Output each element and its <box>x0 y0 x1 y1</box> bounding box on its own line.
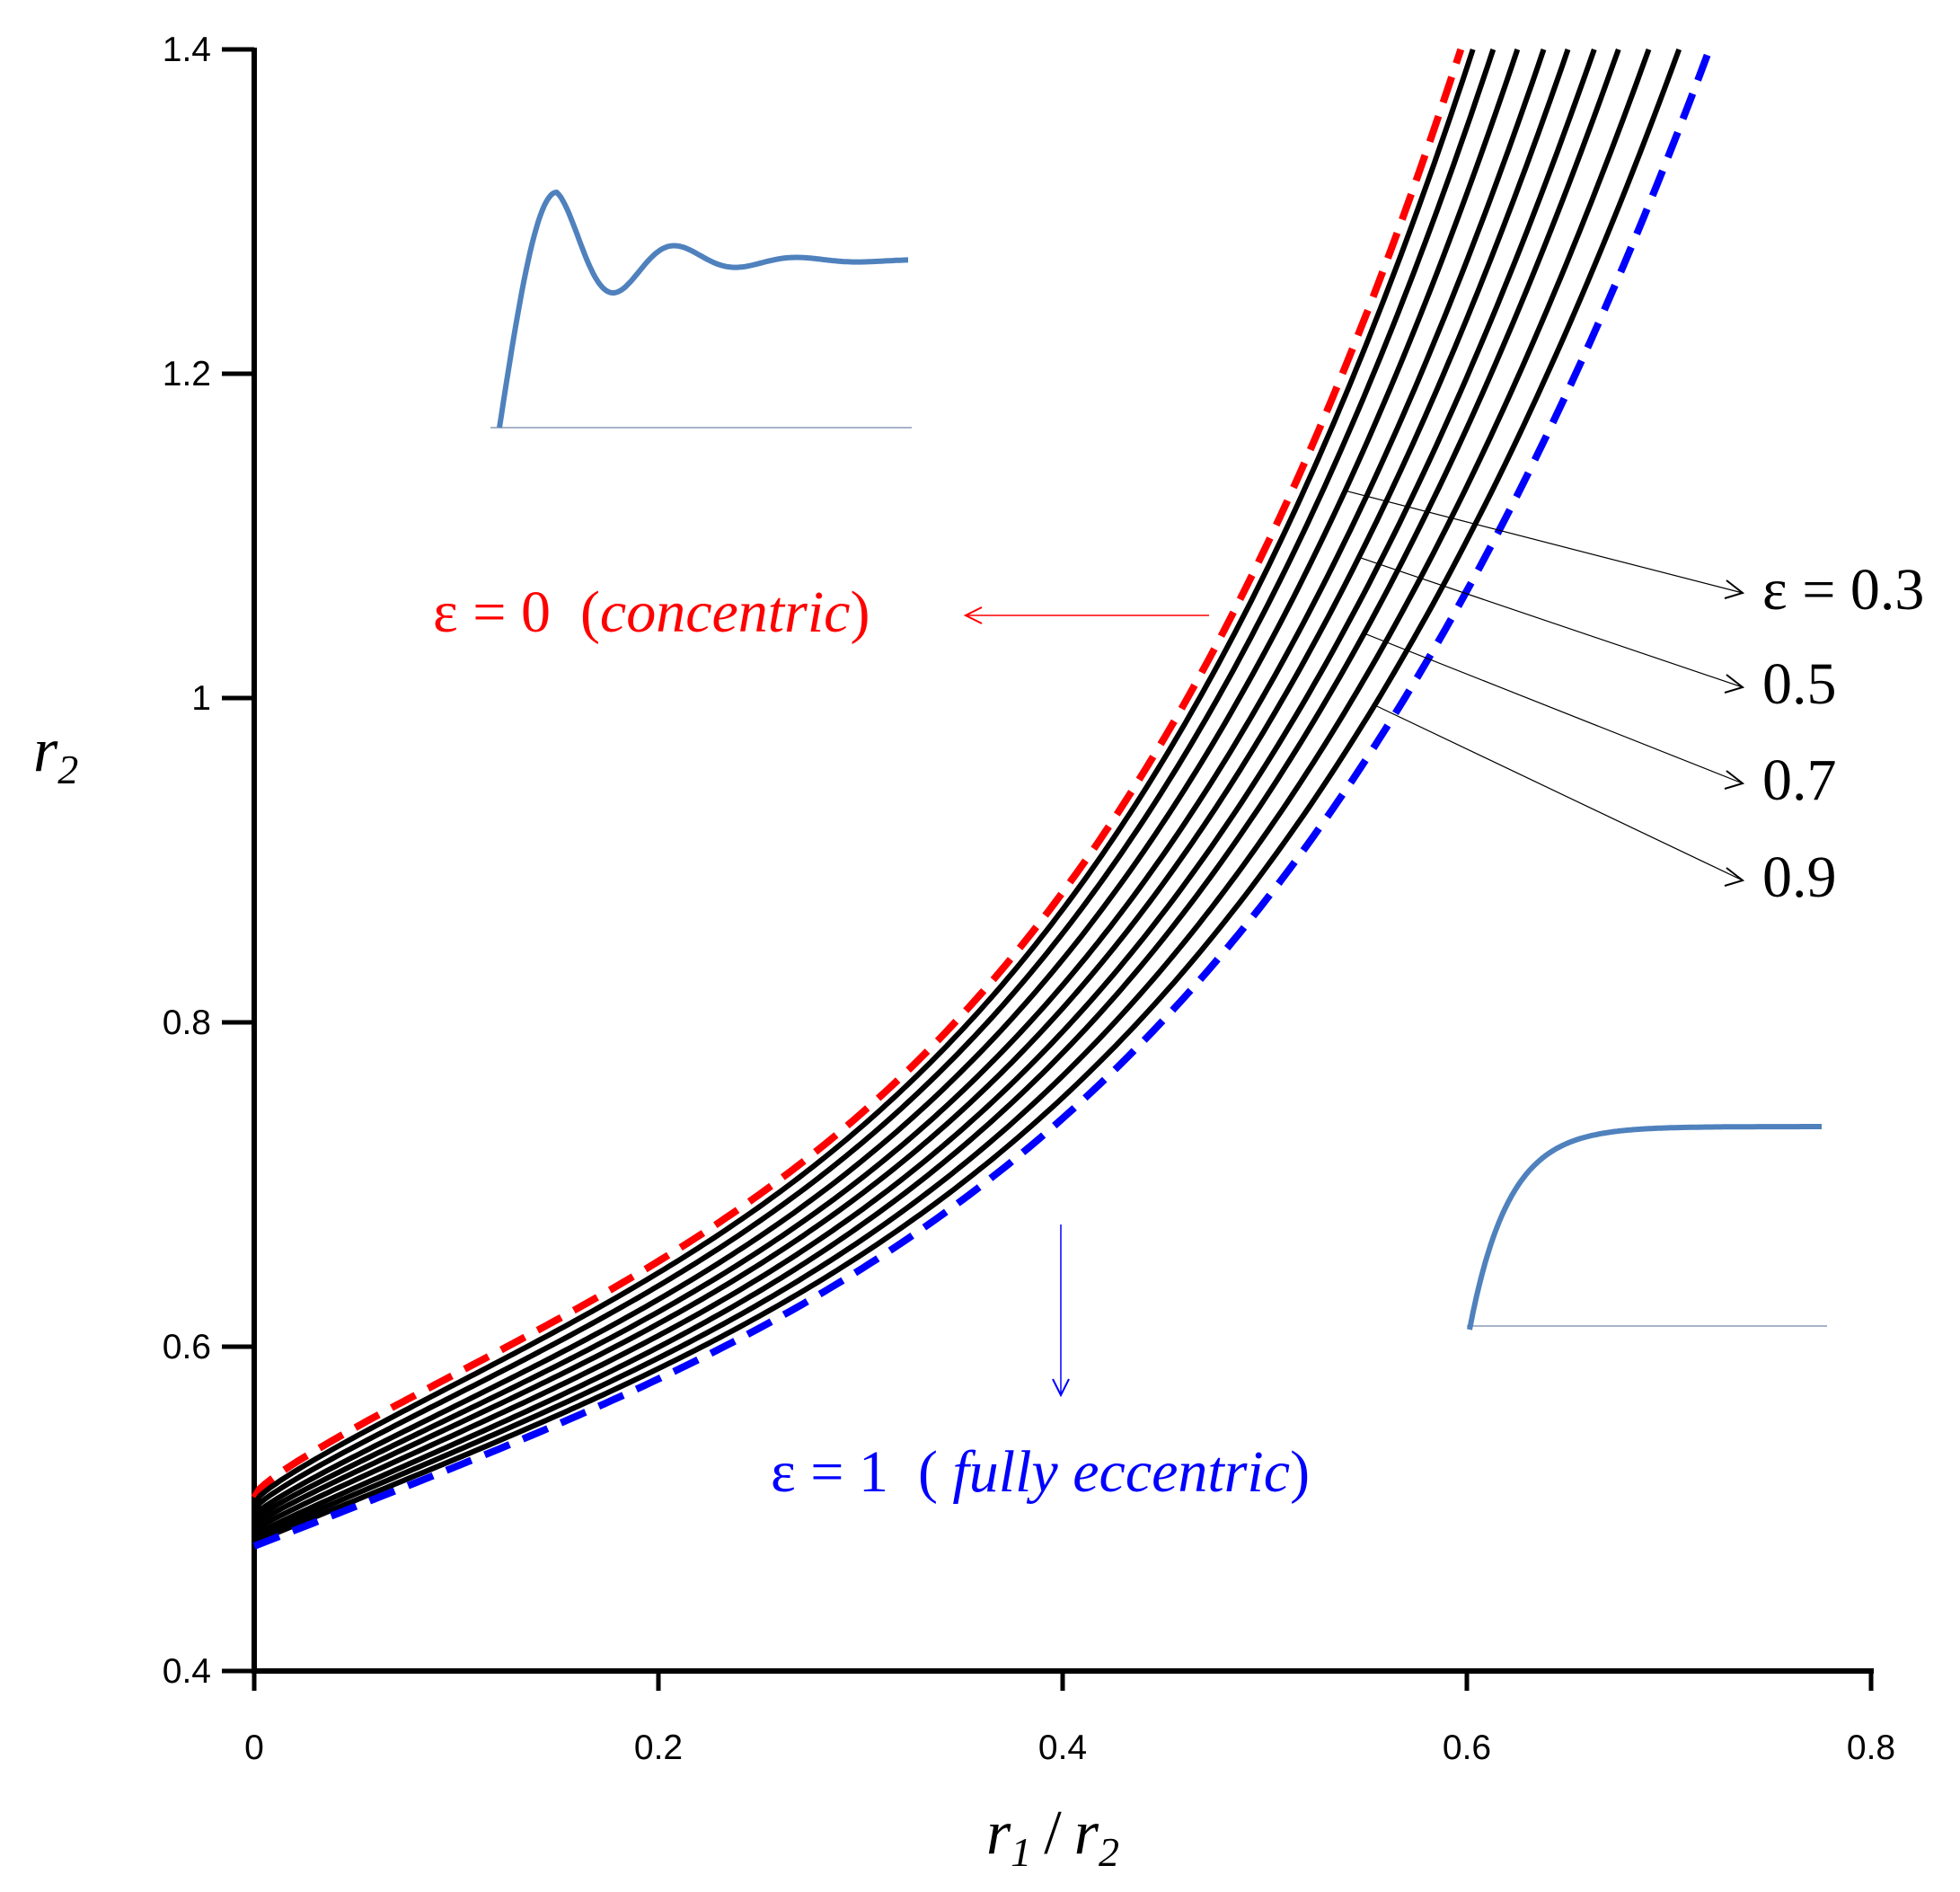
series-line-2 <box>252 49 1496 1513</box>
series-line-3 <box>252 49 1521 1519</box>
x-tick-label: 0.6 <box>1443 1728 1491 1767</box>
y-tick-label: 1.4 <box>163 31 211 69</box>
concentric-eq: = 0 ( <box>458 579 600 645</box>
eps-label: 0.9 <box>1762 844 1837 910</box>
concentric-arrow-head <box>963 606 983 624</box>
x-label-slash: / <box>1044 1799 1062 1868</box>
concentric-italic: concentric <box>600 579 851 645</box>
x-label-r2: r <box>1074 1799 1099 1868</box>
y-tick-label: 0.4 <box>163 1652 211 1691</box>
x-label-r1: r <box>986 1799 1011 1868</box>
series-line-5 <box>252 49 1571 1529</box>
series-line-0 <box>251 48 1465 1500</box>
insets <box>490 190 1827 1331</box>
y-tick-label: 1.2 <box>163 355 211 393</box>
series-line-4 <box>252 49 1547 1524</box>
x-tick-label: 0 <box>244 1728 264 1767</box>
eps-label: 0.7 <box>1762 747 1837 813</box>
epsilon-labels: ε = 0.3 0.5 0.7 0.9 <box>1345 490 1924 910</box>
eccentric-annotation: ε = 1 ( fully eccentric) <box>771 1439 1310 1505</box>
eps-leader-arrowhead <box>1724 770 1745 790</box>
eccentric-arrow-head <box>1052 1378 1070 1398</box>
eccentric-eq: = 1 ( <box>796 1439 953 1505</box>
concentric-close: ) <box>850 579 870 645</box>
series-line-7 <box>252 48 1621 1539</box>
eps-leader-line <box>1364 632 1744 784</box>
series-line-6 <box>252 49 1597 1534</box>
eccentric-italic: fully eccentric <box>952 1439 1290 1505</box>
series <box>251 48 1713 1550</box>
eccentric-close: ) <box>1290 1439 1310 1505</box>
x-tick-label: 0.4 <box>1038 1728 1087 1767</box>
eccentric-eps-symbol: ε <box>771 1439 796 1505</box>
eps-leader-arrowhead <box>1724 867 1745 887</box>
eps-label: 0.5 <box>1762 651 1837 717</box>
eps-leader-arrowhead <box>1724 579 1745 599</box>
x-label-r1-sub: 1 <box>1011 1829 1031 1875</box>
series-line-9 <box>252 48 1682 1546</box>
series-line-8 <box>252 48 1652 1543</box>
eps-leader-line <box>1358 556 1744 688</box>
x-tick-label: 0.8 <box>1847 1728 1895 1767</box>
monotonic-rise-inset <box>1467 1124 1823 1331</box>
concentric-annotation: ε = 0 (concentric) <box>433 579 870 645</box>
x-tick-label: 0.2 <box>634 1728 683 1767</box>
x-label-r2-sub: 2 <box>1099 1829 1119 1875</box>
x-axis-label: r1/r2 <box>986 1799 1119 1875</box>
ticks: 0 0.2 0.4 0.6 0.8 0.4 0.6 0.8 1 1.2 1.4 <box>163 31 1895 1767</box>
y-tick-label: 1 <box>191 679 211 718</box>
damped-oscillation-inset <box>497 190 909 429</box>
y-label-r: r <box>33 716 58 785</box>
y-tick-label: 0.6 <box>163 1328 211 1366</box>
eps-label: ε = 0.3 <box>1762 557 1924 623</box>
eps-leader-line <box>1374 704 1744 881</box>
series-line-1 <box>252 49 1476 1506</box>
series-line-10 <box>252 48 1713 1550</box>
eps-leader-line <box>1345 490 1744 594</box>
y-axis-label: r2 <box>33 716 78 792</box>
eps-leader-arrowhead <box>1724 674 1745 694</box>
concentric-eps-symbol: ε <box>433 579 458 645</box>
y-tick-label: 0.8 <box>163 1003 211 1042</box>
annotations: ε = 0 (concentric) ε = 1 ( fully eccentr… <box>33 490 1924 1875</box>
y-label-sub: 2 <box>57 747 78 792</box>
